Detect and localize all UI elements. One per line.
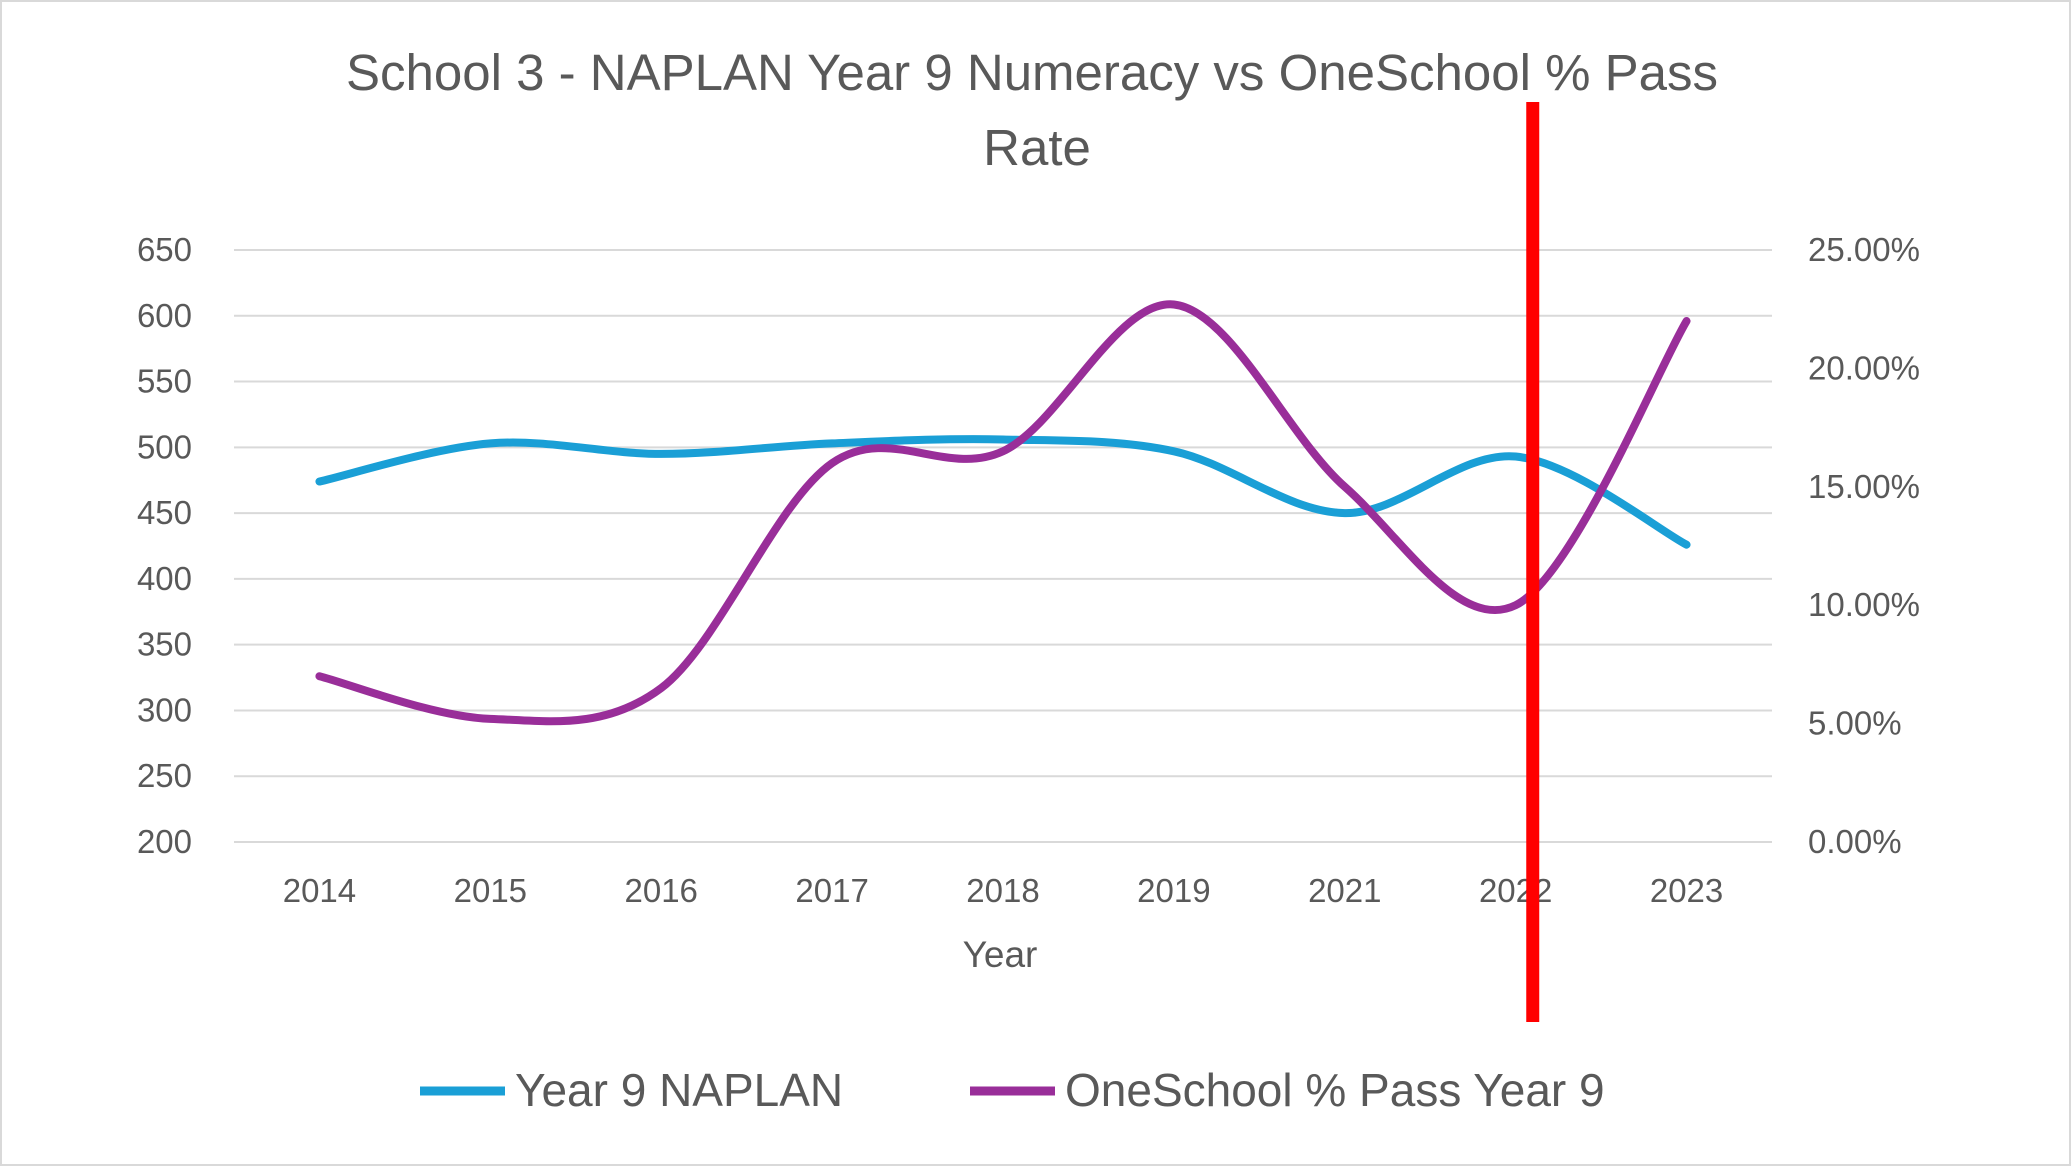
chart-title-line-1: School 3 - NAPLAN Year 9 Numeracy vs One… [346,44,1718,101]
left-axis-tick-label: 450 [137,494,192,531]
x-axis-tick-label: 2018 [966,872,1039,909]
left-axis-tick-label: 300 [137,691,192,728]
left-axis-tick-label: 400 [137,560,192,597]
left-axis-tick-label: 200 [137,823,192,860]
x-axis-tick-label: 2023 [1650,872,1723,909]
left-axis-ticks: 650 600 550 500 450 400 350 300 250 200 [137,231,192,860]
right-axis-tick-label: 25.00% [1808,231,1920,268]
right-axis-tick-label: 20.00% [1808,349,1920,386]
left-axis-tick-label: 650 [137,231,192,268]
chart-title-line-2: Rate [983,119,1091,176]
x-axis-tick-label: 2022 [1479,872,1552,909]
right-axis-tick-label: 10.00% [1808,586,1920,623]
left-axis-tick-label: 250 [137,757,192,794]
gridlines [234,249,1772,843]
right-axis-ticks: 25.00% 20.00% 15.00% 10.00% 5.00% 0.00% [1808,231,1920,860]
series-line-oneschool-pass [315,300,1691,726]
series-lines [315,300,1691,726]
legend: Year 9 NAPLAN OneSchool % Pass Year 9 [420,1064,1605,1116]
x-axis-tick-label: 2016 [625,872,698,909]
left-axis-tick-label: 550 [137,363,192,400]
x-axis-tick-label: 2019 [1137,872,1210,909]
x-axis-tick-label: 2014 [283,872,356,909]
legend-label-year-9-naplan: Year 9 NAPLAN [515,1064,843,1116]
left-axis-tick-label: 600 [137,297,192,334]
x-axis-title: Year [963,934,1038,975]
legend-label-oneschool-pass: OneSchool % Pass Year 9 [1065,1064,1605,1116]
left-axis-tick-label: 500 [137,428,192,465]
left-axis-tick-label: 350 [137,626,192,663]
right-axis-tick-label: 15.00% [1808,468,1920,505]
x-axis-tick-label: 2017 [795,872,868,909]
right-axis-tick-label: 0.00% [1808,823,1902,860]
x-axis-tick-label: 2015 [454,872,527,909]
x-axis-tick-label: 2021 [1308,872,1381,909]
series-line-year-9-naplan [315,435,1691,549]
right-axis-tick-label: 5.00% [1808,705,1902,742]
x-axis-ticks: 2014 2015 2016 2017 2018 2019 2021 2022 2023 [283,872,1724,909]
